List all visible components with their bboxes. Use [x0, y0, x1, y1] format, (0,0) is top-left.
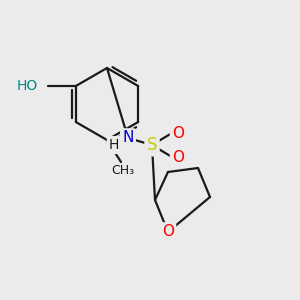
Text: N: N — [122, 130, 134, 146]
Text: O: O — [172, 125, 184, 140]
Text: CH₃: CH₃ — [111, 164, 135, 176]
Text: S: S — [147, 136, 157, 154]
Text: O: O — [172, 149, 184, 164]
Text: O: O — [162, 224, 174, 239]
Text: H: H — [109, 138, 119, 152]
Text: HO: HO — [16, 79, 38, 93]
